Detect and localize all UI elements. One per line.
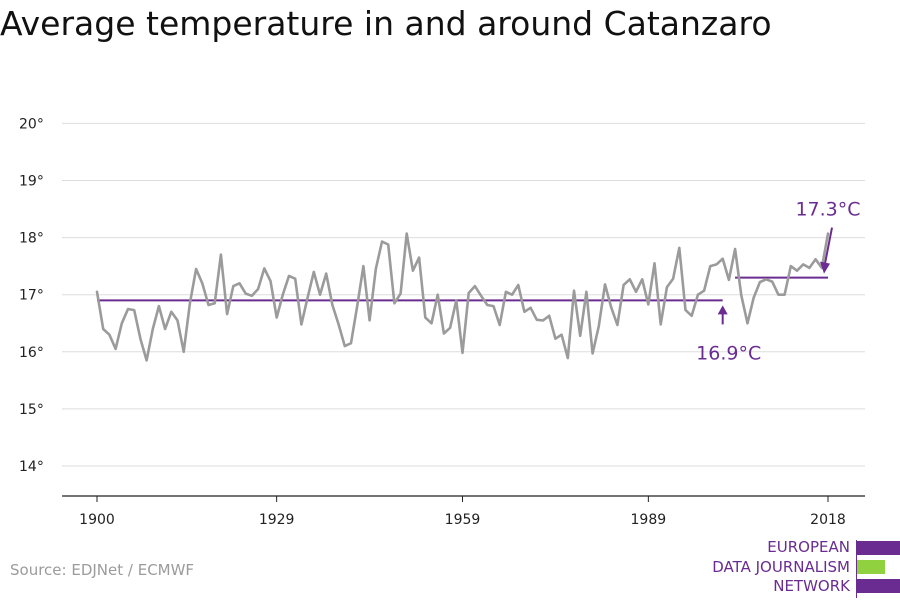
average-label-1900-2001: 16.9°C <box>696 342 761 364</box>
edjnet-logo: EUROPEAN DATA JOURNALISM NETWORK <box>700 538 900 600</box>
temperature-series-line <box>95 232 830 362</box>
chart-title: Average temperature in and around Catanz… <box>0 4 772 43</box>
y-tick-label: 14° <box>19 459 44 475</box>
y-tick-label: 19° <box>19 174 44 190</box>
logo-bar-top <box>857 541 900 555</box>
y-tick-label: 18° <box>19 231 44 247</box>
y-tick-label: 16° <box>19 345 44 361</box>
y-tick-label: 15° <box>19 402 44 418</box>
annotation-arrowhead <box>717 305 728 315</box>
x-tick-label: 1929 <box>259 512 295 528</box>
source-note: Source: EDJNet / ECMWF <box>10 561 195 579</box>
x-tick-label: 1900 <box>79 512 115 528</box>
average-label-2003-2018: 17.3°C <box>795 199 860 221</box>
annotation-arrowhead <box>820 261 830 274</box>
y-tick-label: 20° <box>19 116 44 132</box>
logo-separator <box>856 540 857 598</box>
x-tick-label: 1959 <box>445 512 481 528</box>
logo-bar-bottom <box>857 579 900 593</box>
annotation-arrow-shaft <box>824 227 833 264</box>
logo-line-2: DATA JOURNALISM <box>712 558 850 576</box>
x-tick-label: 2018 <box>810 512 846 528</box>
logo-line-3: NETWORK <box>773 577 850 595</box>
logo-line-1: EUROPEAN <box>767 538 850 556</box>
logo-bar-middle <box>857 560 885 574</box>
x-tick-label: 1989 <box>631 512 667 528</box>
y-tick-label: 17° <box>19 288 44 304</box>
